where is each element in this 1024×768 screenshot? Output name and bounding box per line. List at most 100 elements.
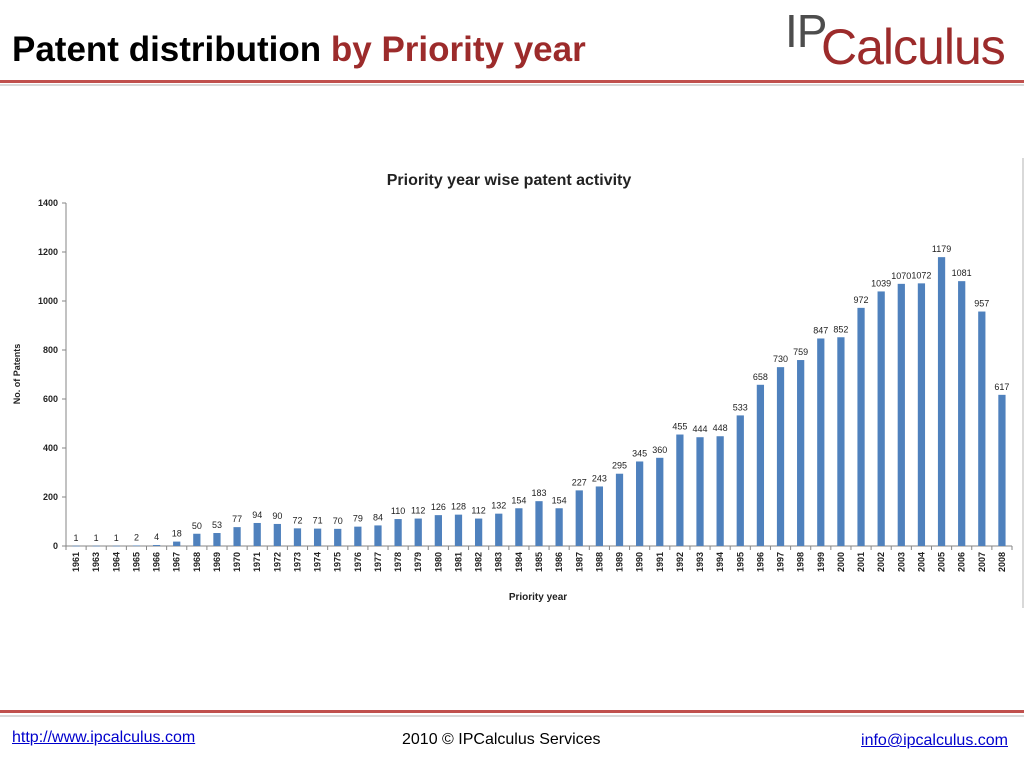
x-tick-label: 1998 [796, 552, 806, 572]
x-tick-label: 1964 [111, 552, 121, 572]
x-tick-label: 1996 [755, 552, 765, 572]
x-tick-label: 1975 [333, 552, 343, 572]
data-label: 128 [451, 502, 466, 512]
data-label: 730 [773, 354, 788, 364]
data-label: 295 [612, 461, 627, 471]
data-label: 72 [292, 515, 302, 525]
copyright-text: 2010 © IPCalculus Services [402, 731, 601, 748]
x-tick-label: 1991 [655, 552, 665, 572]
bar [696, 437, 704, 546]
bar [434, 515, 442, 546]
data-label: 90 [272, 511, 282, 521]
data-label: 345 [632, 448, 647, 458]
y-tick-label: 200 [43, 492, 58, 502]
data-label: 658 [753, 372, 768, 382]
data-label: 183 [531, 488, 546, 498]
bar [897, 283, 905, 546]
bar [857, 307, 865, 546]
x-tick-label: 1965 [131, 552, 141, 572]
bar [173, 541, 181, 546]
data-label: 94 [252, 510, 262, 520]
data-label: 1 [74, 533, 79, 543]
bar [253, 522, 261, 546]
bar [716, 436, 724, 546]
bar [193, 533, 201, 546]
bar [676, 434, 684, 546]
bar [112, 545, 120, 547]
data-label: 112 [471, 506, 485, 516]
x-tick-label: 1970 [232, 552, 242, 572]
bar [293, 528, 302, 546]
x-tick-label: 2002 [876, 552, 886, 572]
x-tick-label: 1968 [192, 552, 202, 572]
data-label: 4 [154, 532, 159, 542]
plot-area: 0 200 400 600 800 1000 1200 1400 1 1961 1 1963 1 1964… [38, 198, 1013, 572]
x-tick-label: 1980 [433, 552, 443, 572]
chart-title: Priority year wise patent activity [387, 172, 632, 189]
data-label: 71 [313, 516, 323, 526]
data-label: 455 [672, 422, 687, 432]
x-tick-label: 1971 [252, 552, 262, 572]
data-label: 360 [652, 445, 667, 455]
data-label: 1 [94, 533, 99, 543]
bar [555, 508, 563, 546]
x-tick-label: 1992 [675, 552, 685, 572]
x-tick-label: 1997 [776, 552, 786, 572]
x-tick-label: 1963 [91, 552, 101, 572]
bar [313, 528, 322, 546]
bar [474, 518, 483, 546]
data-label: 1039 [871, 278, 891, 288]
x-tick-label: 1973 [292, 552, 302, 572]
bar [937, 257, 946, 546]
x-tick-label: 2008 [997, 552, 1007, 572]
slide-title-main: Patent distribution [12, 30, 322, 69]
bar [958, 281, 966, 546]
bar [797, 360, 805, 546]
bar [454, 514, 463, 546]
data-label: 2 [134, 533, 139, 543]
header-divider-shadow [0, 84, 1024, 86]
bar [877, 291, 885, 546]
x-tick-label: 1979 [413, 552, 423, 572]
x-tick-label: 1976 [353, 552, 363, 572]
data-label: 1081 [952, 268, 972, 278]
slide-title: Patent distribution by Priority year [12, 30, 586, 70]
bar [354, 526, 362, 546]
x-tick-label: 1990 [635, 552, 645, 572]
x-tick-label: 2005 [937, 552, 947, 572]
data-label: 448 [713, 423, 728, 433]
data-label: 53 [212, 520, 222, 530]
x-tick-label: 1967 [172, 552, 182, 572]
email-link[interactable]: info@ipcalculus.com [861, 732, 1008, 749]
data-label: 110 [391, 506, 405, 516]
x-tick-label: 1995 [735, 552, 745, 572]
bar [92, 545, 100, 547]
bar [273, 523, 281, 546]
bar [636, 461, 644, 546]
website-link[interactable]: http://www.ipcalculus.com [12, 729, 196, 746]
data-label: 50 [192, 521, 202, 531]
data-label: 1070 [891, 271, 911, 281]
data-label: 852 [833, 324, 848, 334]
data-label: 1 [114, 533, 119, 543]
x-tick-label: 1977 [373, 552, 383, 572]
x-tick-label: 2006 [957, 552, 967, 572]
x-tick-label: 1999 [816, 552, 826, 572]
footer-divider [0, 710, 1024, 713]
bar [837, 337, 845, 546]
slide-title-accent: by Priority year [330, 30, 586, 69]
x-tick-label: 1988 [594, 552, 604, 572]
x-tick-label: 1986 [554, 552, 564, 572]
x-tick-label: 1982 [474, 552, 484, 572]
bar [495, 513, 503, 546]
logo-calc-text: Calculus [821, 19, 1006, 75]
bar [575, 490, 583, 546]
x-axis-label: Priority year [509, 592, 567, 603]
x-tick-label: 1981 [453, 552, 463, 572]
data-label: 617 [994, 382, 1009, 392]
bar [152, 545, 161, 546]
patent-bar-chart: Priority year wise patent activity No. o… [12, 172, 1013, 603]
y-tick-label: 1200 [38, 247, 58, 257]
x-tick-label: 2001 [856, 552, 866, 572]
bar [213, 533, 221, 546]
